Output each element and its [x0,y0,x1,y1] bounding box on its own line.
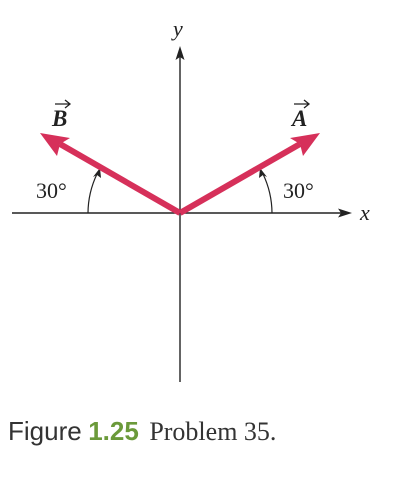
angle-arrow [93,168,101,178]
x-label: x [359,200,370,225]
caption-prefix: Figure [8,416,82,446]
vector-arrow-mark [55,99,72,109]
angle-arrow [259,168,267,178]
angle-label: 30° [36,178,67,203]
vector-label: A [290,106,307,131]
vector-a [178,141,302,216]
vector-b [58,141,182,216]
y-axis-arrow [175,46,185,60]
vector-label: B [51,106,67,131]
y-label: y [171,16,183,41]
x-axis-arrow [338,208,352,218]
vector-arrow-mark [294,99,311,109]
angle-label: 30° [283,178,314,203]
vector-b-head [40,133,70,156]
caption-text: Problem 35. [149,417,276,446]
caption: Figure 1.25 Problem 35. [8,416,276,446]
angle-arc [87,173,98,214]
vector-a-head [290,133,320,156]
angle-arc [262,173,273,214]
caption-number: 1.25 [88,416,139,446]
